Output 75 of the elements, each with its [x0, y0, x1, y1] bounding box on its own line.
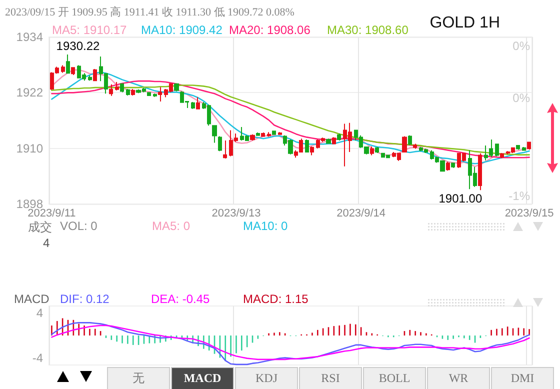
candlestick — [500, 152, 504, 159]
candlestick — [522, 146, 526, 152]
candlestick — [370, 146, 374, 156]
candlestick — [131, 88, 135, 96]
candlestick — [326, 138, 331, 144]
chart-title: GOLD 1H — [430, 14, 500, 32]
candlestick — [212, 124, 217, 144]
text: DMI — [491, 367, 554, 389]
annotation: 1901.00 — [438, 192, 482, 206]
candlestick — [413, 143, 417, 150]
text: MA10: 0 — [243, 219, 288, 233]
candlestick — [256, 132, 260, 136]
candlestick — [191, 101, 195, 110]
candlestick — [278, 132, 282, 136]
text: RSI — [299, 367, 362, 389]
candlestick — [495, 143, 499, 157]
candlestick — [272, 130, 276, 136]
candlestick — [66, 54, 70, 74]
candlestick — [478, 152, 482, 191]
text: KDJ — [235, 367, 298, 389]
candlestick — [305, 139, 309, 154]
y-tick-label: 1910 — [16, 141, 44, 156]
candlestick — [527, 141, 531, 150]
text: MACD: 1.15 — [243, 292, 309, 306]
candlestick — [88, 75, 92, 82]
candlestick — [408, 134, 412, 146]
candlestick — [250, 134, 255, 141]
candlestick — [120, 82, 124, 93]
text: BOLL — [363, 367, 426, 389]
candlestick — [402, 136, 407, 154]
candlestick — [337, 132, 341, 141]
candlestick — [174, 82, 179, 92]
candlestick — [147, 92, 151, 96]
annotation: 1930.22 — [56, 39, 100, 54]
y-tick-label: 1934 — [16, 30, 44, 44]
x-tick-label: 2023/9/14 — [336, 208, 386, 220]
candlestick — [446, 161, 450, 172]
candlestick — [223, 140, 227, 160]
candlestick — [153, 93, 157, 98]
y-tick-label: -4 — [32, 350, 44, 365]
candlestick — [61, 64, 65, 74]
text: DEA: -0.45 — [151, 292, 210, 306]
x-tick-label: 2023/9/13 — [212, 208, 261, 220]
text: 成交 — [28, 219, 52, 236]
text: MA20: 1908.06 — [229, 23, 311, 37]
text: MA5: 0 — [152, 219, 190, 233]
y-tick-label: 4 — [36, 306, 44, 320]
candlestick — [196, 96, 200, 110]
text: VOL: 0 — [60, 219, 98, 233]
candlestick — [71, 66, 75, 76]
candlestick — [158, 86, 162, 102]
text: MACD — [171, 367, 234, 389]
candlestick — [109, 84, 113, 96]
text: MA30: 1908.60 — [327, 23, 409, 37]
y-axis-title: MACD — [14, 292, 50, 306]
text: 无 — [107, 367, 170, 389]
series-label: DIF: 0.12 — [60, 292, 110, 306]
candlestick — [375, 146, 379, 154]
x-tick-label: 2023/9/15 — [504, 208, 554, 220]
candlestick — [261, 132, 265, 138]
candlestick — [115, 81, 119, 91]
candlestick — [93, 68, 97, 82]
candlestick — [451, 162, 455, 168]
x-tick-label: 2023/9/11 — [28, 208, 76, 220]
candlestick — [310, 146, 314, 156]
y-tick-label: 1922 — [16, 86, 44, 100]
candlestick — [516, 144, 520, 150]
candlestick — [218, 136, 222, 152]
candlestick — [332, 136, 336, 145]
candlestick — [267, 132, 271, 138]
chart-subtitle: 2023/09/15 开 1909.95 高 1911.41 收 1911.30 低 1909.72 0.08% — [5, 6, 294, 18]
candlestick — [126, 88, 130, 96]
text: WR — [427, 367, 490, 389]
text: MA10: 1909.42 — [141, 23, 223, 37]
text: MA5: 1910.17 — [52, 23, 128, 37]
